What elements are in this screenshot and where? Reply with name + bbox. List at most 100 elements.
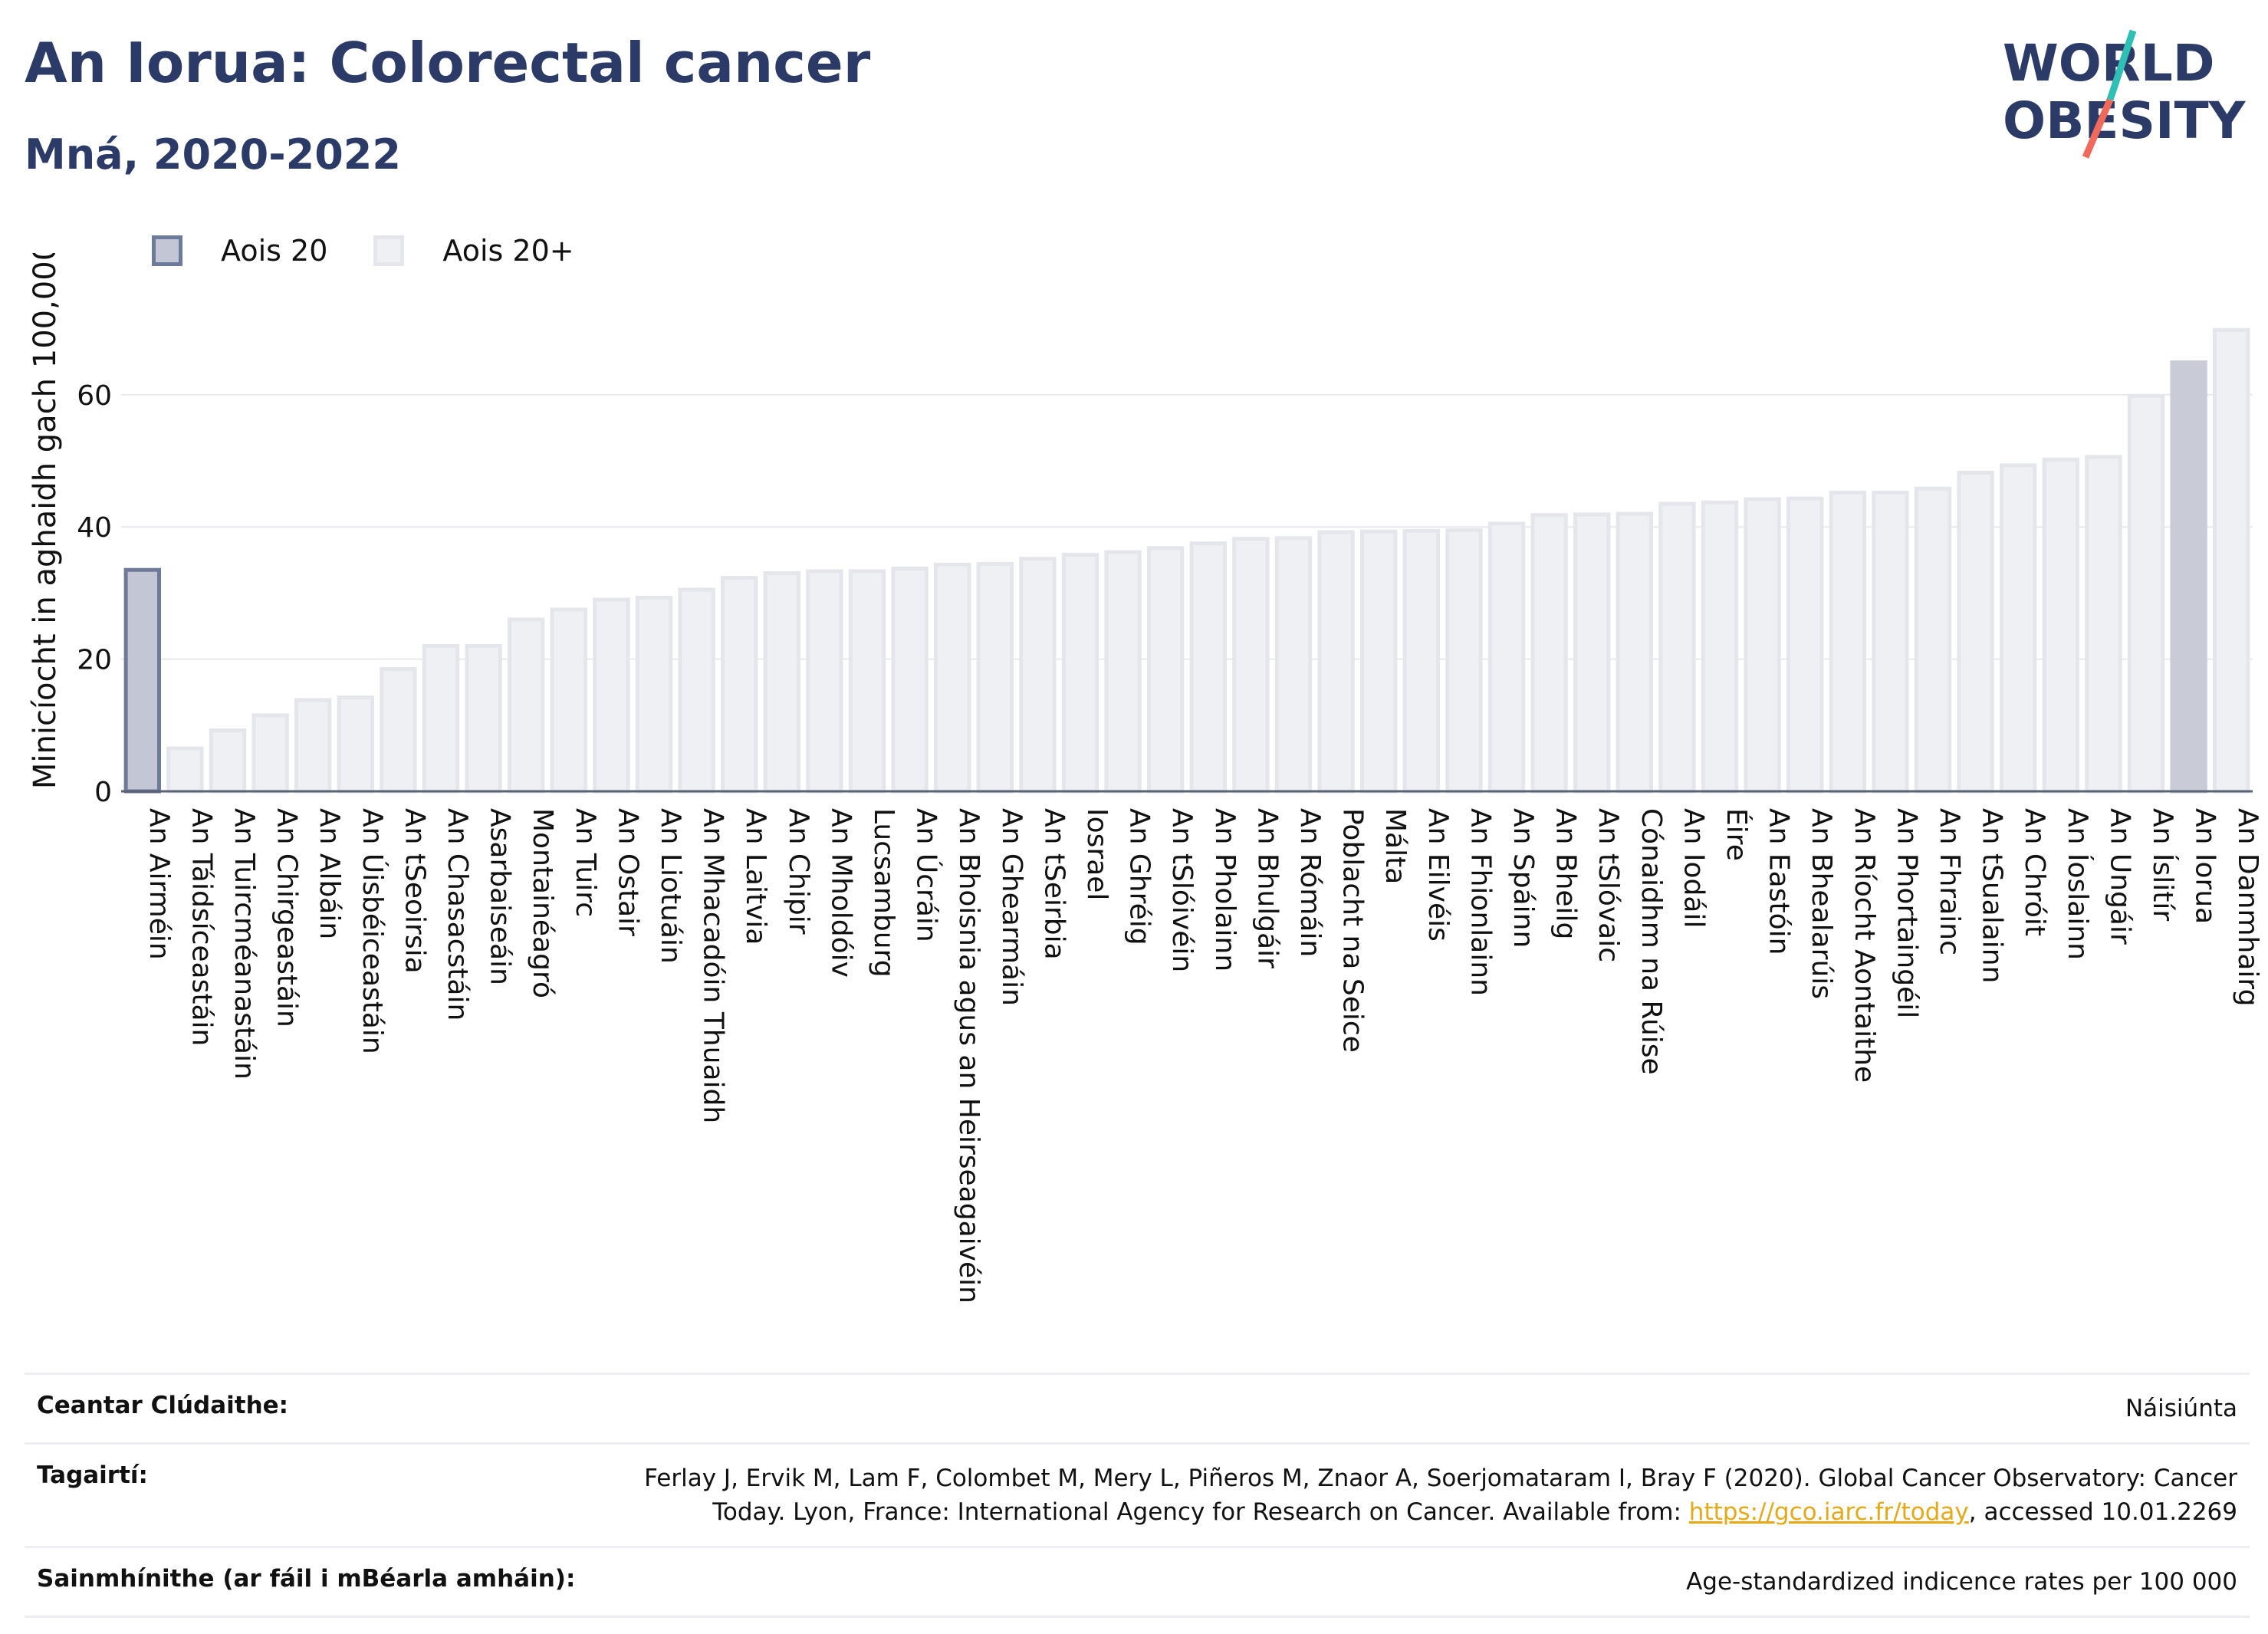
x-tick-label: An Mholdóiv <box>825 808 856 978</box>
x-tick-label: An Bhoisnia agus an Heirseagaivéin <box>953 808 984 1304</box>
x-tick-label: Iosrael <box>1081 808 1113 900</box>
x-tick-label: Asarbaiseáin <box>485 808 516 985</box>
x-tick-label: An Bhealarúis <box>1806 808 1837 999</box>
bar <box>1872 490 1909 794</box>
legend-swatch-light <box>373 235 405 266</box>
x-tick-label: An Chróit <box>2019 808 2050 936</box>
bar <box>1829 490 1866 794</box>
x-tick-label: An Airméin <box>143 808 175 960</box>
logo-line2: OBESITY <box>2003 91 2247 150</box>
x-tick-label: An Tuirc <box>570 808 601 917</box>
bar <box>891 567 929 794</box>
x-tick-label: An Ungáir <box>2104 808 2135 945</box>
x-tick-label: An Chipir <box>783 808 814 935</box>
bar <box>1147 546 1185 794</box>
footer-row-definitions: Sainmhínithe (ar fáil i mBéarla amháin):… <box>25 1546 2250 1618</box>
x-tick-label: An Chasacstáin <box>442 808 473 1021</box>
chart-legend: Aois 20 Aois 20+ <box>152 230 620 271</box>
references-link[interactable]: https://gco.iarc.fr/today <box>1688 1498 1969 1526</box>
x-tick-label: Éire <box>1721 808 1753 861</box>
x-tick-label: An Tuircméanastáin <box>228 808 260 1080</box>
x-tick-label: An Úcráin <box>911 808 943 942</box>
bar <box>550 607 587 794</box>
x-tick-label: An Iorua <box>2190 808 2221 924</box>
y-axis-label: Minicíocht in aghaidh gach 100,000 <box>28 253 63 789</box>
bar <box>2127 394 2165 794</box>
bar <box>123 567 161 794</box>
bar <box>848 569 886 794</box>
references-value: Ferlay J, Ervik M, Lam F, Colombet M, Me… <box>589 1461 2237 1529</box>
x-tick-label: An Íoslainn <box>2062 808 2094 960</box>
y-tick-label: 60 <box>77 380 112 412</box>
x-tick-label: Montainéagró <box>527 808 558 998</box>
y-tick-label: 20 <box>77 645 112 676</box>
legend-swatch-dark <box>152 235 182 266</box>
legend-item-aois-20-plus: Aois 20+ <box>373 234 574 268</box>
bar <box>1573 512 1611 794</box>
references-label: Tagairtí: <box>37 1461 148 1489</box>
bar <box>1786 496 1824 794</box>
references-suffix: , accessed 10.01.2269 <box>1968 1498 2237 1526</box>
legend-item-aois-20: Aois 20 <box>152 234 327 268</box>
definitions-value: Age-standardized indicence rates per 100… <box>1686 1568 2237 1596</box>
bar <box>721 576 758 794</box>
x-tick-label: An tSlóvaic <box>1593 808 1624 962</box>
x-tick-label: An Phortaingéil <box>1891 808 1922 1018</box>
bar-chart: 0 20 40 60 Minicíocht in aghaidh gach 100,00… <box>28 253 2263 1304</box>
x-tick-label: An Úisbéiceastáin <box>357 808 389 1054</box>
x-tick-label: An tSeirbia <box>1038 808 1070 960</box>
bar <box>1616 511 1653 794</box>
x-tick-label: An Pholainn <box>1209 808 1241 972</box>
bar <box>1317 530 1355 794</box>
x-tick-label: An Eilvéis <box>1422 808 1454 942</box>
bar <box>2085 455 2122 794</box>
legend-label: Aois 20+ <box>442 234 574 268</box>
x-tick-label: An Ríocht Aontaithe <box>1849 808 1880 1083</box>
y-tick-label: 0 <box>94 777 112 808</box>
x-tick-label: An Táidsíceastáin <box>186 808 217 1046</box>
bar <box>635 595 673 794</box>
x-tick-label: Cónaidhm na Rúise <box>1635 808 1667 1075</box>
bar <box>1744 497 1781 794</box>
bar <box>1914 486 1952 794</box>
page-subtitle: Mná, 2020-2022 <box>25 130 401 179</box>
x-tick-label: An Eastóin <box>1763 808 1795 955</box>
bar <box>934 562 971 794</box>
footer-row-references: Tagairtí: Ferlay J, Ervik M, Lam F, Colo… <box>25 1442 2250 1546</box>
x-tick-label: An Bheilg <box>1550 808 1582 939</box>
coverage-value: Náisiúnta <box>2125 1395 2237 1422</box>
bar <box>1104 550 1142 794</box>
x-tick-label: An Danmhairg <box>2232 808 2263 1006</box>
bar <box>1530 513 1568 794</box>
bar <box>2042 457 2079 794</box>
bar <box>1701 500 1739 794</box>
bar <box>508 617 545 794</box>
bar <box>2170 360 2207 794</box>
legend-label: Aois 20 <box>221 234 328 268</box>
x-tick-label: An Ghearmáin <box>996 808 1027 1006</box>
bar <box>465 643 502 794</box>
x-tick-label: An tSlóivéin <box>1166 808 1198 972</box>
x-tick-label: An Albáin <box>314 808 345 939</box>
bar <box>294 698 332 794</box>
x-tick-label: An Iodáil <box>1678 808 1709 928</box>
bar <box>380 667 417 794</box>
x-tick-label: Málta <box>1379 808 1411 884</box>
x-tick-label: An Fhrainc <box>1934 808 1965 955</box>
bar <box>2213 327 2250 794</box>
x-tick-label: An Íslitír <box>2147 808 2179 921</box>
bar <box>337 695 374 794</box>
x-tick-label: An Liotuáin <box>655 808 686 964</box>
x-tick-label: An Ostair <box>612 808 643 936</box>
bar <box>1189 541 1227 794</box>
bar <box>678 587 715 794</box>
x-tick-label: An Ghréig <box>1124 808 1155 945</box>
x-tick-label: An tSeoirsia <box>399 808 430 974</box>
x-tick-label: Poblacht na Seice <box>1337 808 1369 1053</box>
references-text: Ferlay J, Ervik M, Lam F, Colombet M, Me… <box>644 1465 2237 1526</box>
bar <box>166 746 204 794</box>
bar <box>976 561 1014 794</box>
definitions-label: Sainmhínithe (ar fáil i mBéarla amháin): <box>37 1565 576 1593</box>
bar <box>1658 501 1696 794</box>
x-tick-label: An Mhacadóin Thuaidh <box>698 808 729 1123</box>
